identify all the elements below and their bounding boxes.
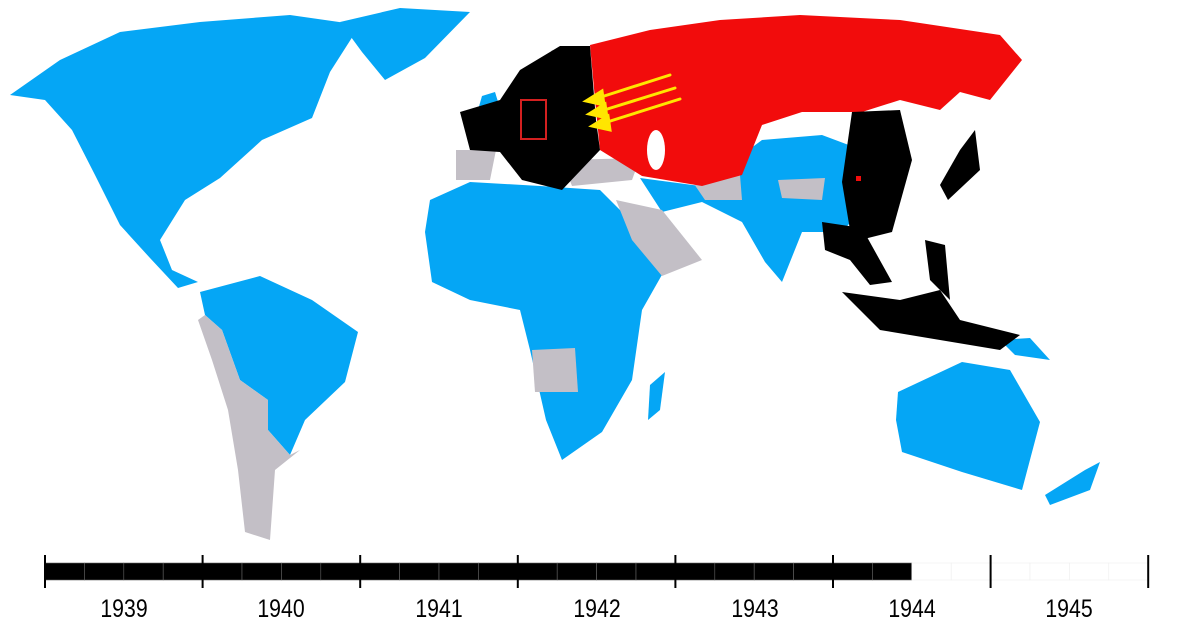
world-map: [10, 8, 1100, 540]
axis-europe: [460, 46, 600, 190]
north-america: [10, 15, 360, 288]
timeline-segment-filled: [399, 562, 440, 581]
timeline-segment-filled: [320, 562, 361, 581]
timeline: 1939 1940 1941 1942 1943 1944 1945: [0, 545, 1200, 641]
japan: [940, 130, 980, 200]
iberia: [456, 150, 496, 180]
germany-highlight-box: [520, 99, 547, 140]
timeline-bar: [44, 555, 1150, 588]
angola: [532, 348, 578, 392]
axis-territories: [460, 46, 1020, 350]
south-america-allied: [200, 276, 358, 455]
ussr: [590, 15, 1022, 186]
timeline-segment-empty: [911, 562, 952, 581]
caspian-sea: [647, 130, 665, 170]
china-red-marker: [856, 176, 861, 181]
middle-south-asia: [640, 135, 870, 282]
timeline-segment-filled: [84, 562, 125, 581]
indonesia: [842, 290, 1020, 350]
madagascar: [648, 372, 665, 420]
southeast-asia: [822, 222, 892, 285]
new-zealand: [1045, 462, 1100, 505]
timeline-segment-filled: [281, 562, 322, 581]
arrow-head: [585, 101, 609, 120]
timeline-segment-filled: [596, 562, 637, 581]
year-label: 1941: [415, 595, 463, 623]
timeline-segment-filled: [793, 562, 834, 581]
arrow-head: [582, 88, 606, 107]
timeline-segment-filled: [753, 562, 794, 581]
timeline-segment-filled: [359, 562, 400, 581]
timeline-segment-filled: [123, 562, 164, 581]
arrow-head: [588, 113, 612, 132]
timeline-segment-filled: [872, 562, 913, 581]
timeline-segment-filled: [478, 562, 519, 581]
allied-territories: [10, 8, 1100, 505]
timeline-segment-filled: [517, 562, 558, 581]
timeline-segment-filled: [556, 562, 597, 581]
philippines: [925, 240, 950, 300]
year-label: 1939: [100, 595, 148, 623]
arabia: [616, 200, 702, 276]
year-label: 1942: [573, 595, 621, 623]
timeline-segment-filled: [241, 562, 282, 581]
advance-arrow: [599, 86, 677, 113]
timeline-segment-empty: [990, 562, 1031, 581]
timeline-segment-empty: [1029, 562, 1070, 581]
timeline-segment-filled: [832, 562, 873, 581]
timeline-segment-filled: [44, 562, 85, 581]
timeline-segment-filled: [635, 562, 676, 581]
australia: [896, 362, 1040, 490]
timeline-segment-filled: [438, 562, 479, 581]
timeline-segment-filled: [202, 562, 243, 581]
advance-arrow: [596, 73, 672, 100]
timeline-segment-filled: [162, 562, 203, 581]
year-label: 1943: [731, 595, 779, 623]
year-label: 1940: [257, 595, 305, 623]
timeline-segment-empty: [950, 562, 991, 581]
axis-east-asia: [842, 110, 912, 242]
soviet-advance-arrows: [582, 73, 682, 132]
year-label: 1944: [888, 595, 936, 623]
tibet: [778, 178, 825, 200]
south-america-neutral: [198, 315, 300, 540]
timeline-segment-empty: [1108, 562, 1149, 581]
timeline-segment-filled: [675, 562, 716, 581]
year-label: 1945: [1045, 595, 1093, 623]
africa: [425, 182, 676, 460]
advance-arrow: [602, 97, 682, 125]
new-guinea-allied: [1000, 338, 1050, 360]
soviet-union: [590, 15, 1022, 186]
timeline-segment-filled: [714, 562, 755, 581]
greenland: [340, 8, 470, 80]
timeline-segment-empty: [1069, 562, 1110, 581]
